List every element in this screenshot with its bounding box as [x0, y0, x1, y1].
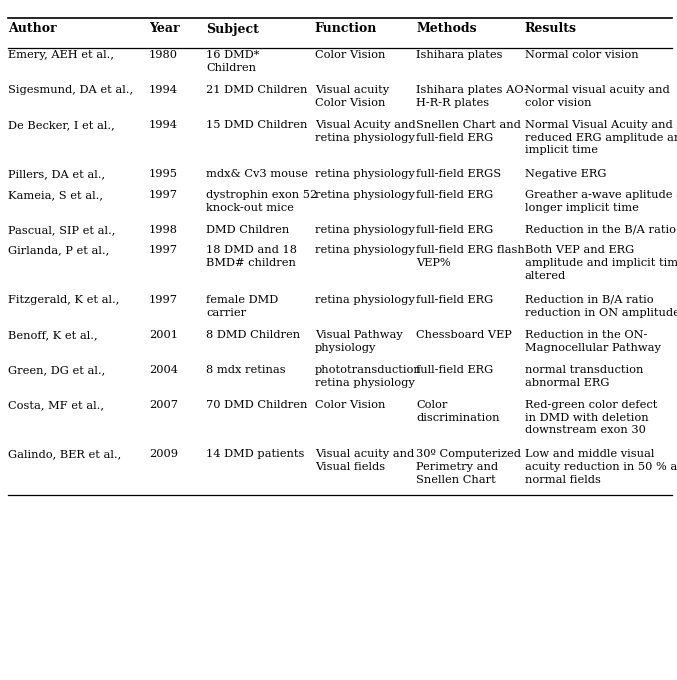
Text: Normal visual acuity and
color vision: Normal visual acuity and color vision — [525, 85, 670, 107]
Text: phototransduction
retina physiology: phototransduction retina physiology — [315, 364, 422, 388]
Text: 16 DMD*
Children: 16 DMD* Children — [206, 50, 260, 73]
Text: Color Vision: Color Vision — [315, 400, 385, 410]
Text: 1995: 1995 — [149, 169, 178, 180]
Text: Ishihara plates AO-
H-R-R plates: Ishihara plates AO- H-R-R plates — [416, 85, 528, 107]
Text: Chessboard VEP: Chessboard VEP — [416, 330, 512, 340]
Text: Visual Acuity and
retina physiology: Visual Acuity and retina physiology — [315, 120, 416, 143]
Text: mdx& Cv3 mouse: mdx& Cv3 mouse — [206, 169, 309, 180]
Text: 1997: 1997 — [149, 295, 178, 305]
Text: 1994: 1994 — [149, 120, 178, 130]
Text: Negative ERG: Negative ERG — [525, 169, 606, 180]
Text: 30º Computerized
Perimetry and
Snellen Chart: 30º Computerized Perimetry and Snellen C… — [416, 449, 521, 485]
Text: Visual acuity and
Visual fields: Visual acuity and Visual fields — [315, 449, 414, 472]
Text: Year: Year — [149, 22, 179, 35]
Text: Reduction in the ON-
Magnocellular Pathway: Reduction in the ON- Magnocellular Pathw… — [525, 330, 661, 353]
Text: 1980: 1980 — [149, 50, 178, 60]
Text: full-field ERG: full-field ERG — [416, 364, 494, 375]
Text: Visual acuity
Color Vision: Visual acuity Color Vision — [315, 85, 389, 107]
Text: 2004: 2004 — [149, 364, 178, 375]
Text: 15 DMD Children: 15 DMD Children — [206, 120, 308, 130]
Text: dystrophin exon 52
knock-out mice: dystrophin exon 52 knock-out mice — [206, 190, 318, 213]
Text: full-field ERGS: full-field ERGS — [416, 169, 502, 180]
Text: Methods: Methods — [416, 22, 477, 35]
Text: Reduction in the B/A ratio: Reduction in the B/A ratio — [525, 225, 676, 235]
Text: 70 DMD Children: 70 DMD Children — [206, 400, 308, 410]
Text: 2009: 2009 — [149, 449, 178, 459]
Text: Pascual, SIP et al.,: Pascual, SIP et al., — [8, 225, 116, 235]
Text: 21 DMD Children: 21 DMD Children — [206, 85, 308, 95]
Text: 8 DMD Children: 8 DMD Children — [206, 330, 301, 340]
Text: Visual Pathway
physiology: Visual Pathway physiology — [315, 330, 403, 353]
Text: 1997: 1997 — [149, 245, 178, 255]
Text: Author: Author — [8, 22, 57, 35]
Text: Color Vision: Color Vision — [315, 50, 385, 60]
Text: 1997: 1997 — [149, 190, 178, 200]
Text: Normal Visual Acuity and
reduced ERG amplitude and
implicit time: Normal Visual Acuity and reduced ERG amp… — [525, 120, 677, 156]
Text: De Becker, I et al.,: De Becker, I et al., — [8, 120, 115, 130]
Text: 1998: 1998 — [149, 225, 178, 235]
Text: Red-green color defect
in DMD with deletion
downstream exon 30: Red-green color defect in DMD with delet… — [525, 400, 657, 435]
Text: Costa, MF et al.,: Costa, MF et al., — [8, 400, 104, 410]
Text: full-field ERG flash
VEP%: full-field ERG flash VEP% — [416, 245, 525, 268]
Text: female DMD
carrier: female DMD carrier — [206, 295, 279, 318]
Text: Results: Results — [525, 22, 577, 35]
Text: retina physiology: retina physiology — [315, 295, 414, 305]
Text: Emery, AEH et al.,: Emery, AEH et al., — [8, 50, 114, 60]
Text: Subject: Subject — [206, 22, 259, 35]
Text: Greather a-wave aplitude and
longer implicit time: Greather a-wave aplitude and longer impl… — [525, 190, 677, 213]
Text: full-field ERG: full-field ERG — [416, 225, 494, 235]
Text: Function: Function — [315, 22, 377, 35]
Text: full-field ERG: full-field ERG — [416, 295, 494, 305]
Text: Girlanda, P et al.,: Girlanda, P et al., — [8, 245, 110, 255]
Text: Color
discrimination: Color discrimination — [416, 400, 500, 422]
Text: 18 DMD and 18
BMD# children: 18 DMD and 18 BMD# children — [206, 245, 297, 268]
Text: 8 mdx retinas: 8 mdx retinas — [206, 364, 286, 375]
Text: normal transduction
abnormal ERG: normal transduction abnormal ERG — [525, 364, 643, 388]
Text: full-field ERG: full-field ERG — [416, 190, 494, 200]
Text: Low and middle visual
acuity reduction in 50 % and
normal fields: Low and middle visual acuity reduction i… — [525, 449, 677, 485]
Text: retina physiology: retina physiology — [315, 245, 414, 255]
Text: Reduction in B/A ratio
reduction in ON amplitude: Reduction in B/A ratio reduction in ON a… — [525, 295, 677, 318]
Text: 2007: 2007 — [149, 400, 178, 410]
Text: Ishihara plates: Ishihara plates — [416, 50, 503, 60]
Text: Sigesmund, DA et al.,: Sigesmund, DA et al., — [8, 85, 133, 95]
Text: Both VEP and ERG
amplitude and implicit time
altered: Both VEP and ERG amplitude and implicit … — [525, 245, 677, 281]
Text: Snellen Chart and
full-field ERG: Snellen Chart and full-field ERG — [416, 120, 521, 143]
Text: 1994: 1994 — [149, 85, 178, 95]
Text: DMD Children: DMD Children — [206, 225, 290, 235]
Text: retina physiology: retina physiology — [315, 169, 414, 180]
Text: 14 DMD patients: 14 DMD patients — [206, 449, 305, 459]
Text: Galindo, BER et al.,: Galindo, BER et al., — [8, 449, 121, 459]
Text: retina physiology: retina physiology — [315, 225, 414, 235]
Text: Benoff, K et al.,: Benoff, K et al., — [8, 330, 97, 340]
Text: Kameia, S et al.,: Kameia, S et al., — [8, 190, 103, 200]
Text: Fitzgerald, K et al.,: Fitzgerald, K et al., — [8, 295, 120, 305]
Text: retina physiology: retina physiology — [315, 190, 414, 200]
Text: Normal color vision: Normal color vision — [525, 50, 638, 60]
Text: Green, DG et al.,: Green, DG et al., — [8, 364, 106, 375]
Text: 2001: 2001 — [149, 330, 178, 340]
Text: Pillers, DA et al.,: Pillers, DA et al., — [8, 169, 105, 180]
